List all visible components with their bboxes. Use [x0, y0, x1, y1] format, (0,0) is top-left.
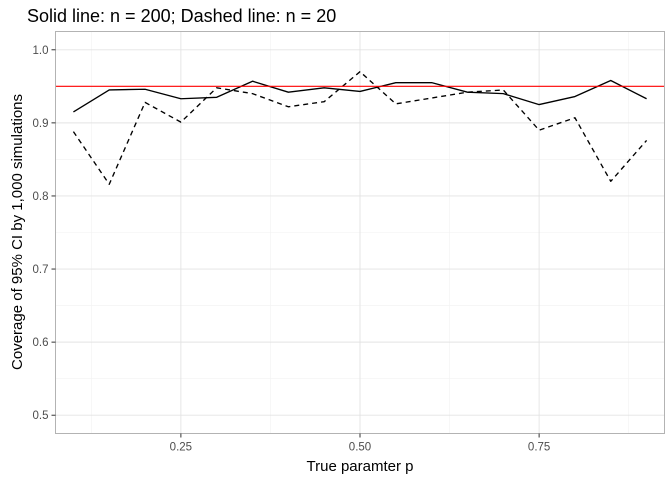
x-axis-ticks: 0.25 0.50 0.75: [170, 433, 550, 454]
y-tick-label: 0.8: [33, 191, 49, 203]
y-tick-label: 0.9: [33, 118, 49, 130]
x-tick-label: 0.25: [170, 442, 192, 454]
series-line-solid: [73, 79, 647, 113]
series-line-dashed: [72, 71, 648, 185]
y-tick-label: 0.5: [33, 410, 49, 422]
y-tick-label: 1.0: [33, 45, 49, 57]
y-tick-label: 0.6: [33, 337, 49, 349]
major-gridlines: [55, 31, 665, 434]
x-tick-label: 0.50: [349, 442, 371, 454]
y-axis-ticks: 0.5 0.6 0.7 0.8 0.9 1.0: [33, 45, 56, 422]
chart-title: Solid line: n = 200; Dashed line: n = 20: [27, 6, 336, 26]
x-tick-label: 0.75: [528, 442, 550, 454]
y-axis-label: Coverage of 95% CI by 1,000 simulations: [9, 94, 26, 370]
series-layer: [72, 71, 648, 185]
x-axis-label: True paramter p: [307, 458, 414, 475]
y-tick-label: 0.7: [33, 264, 49, 276]
